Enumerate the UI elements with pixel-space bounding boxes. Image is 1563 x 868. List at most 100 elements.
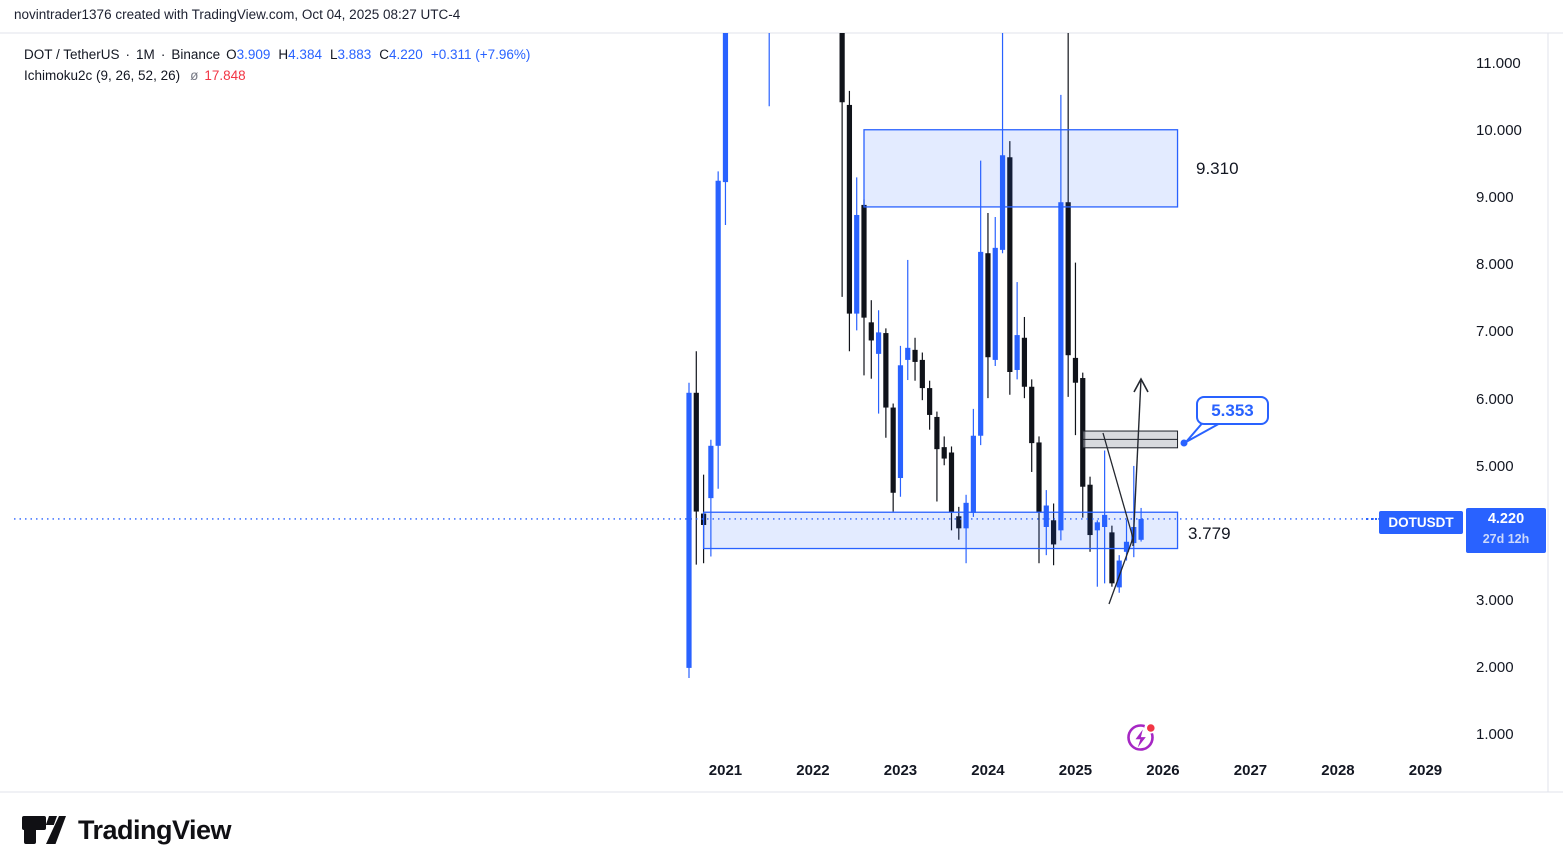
candle-body <box>1116 560 1122 588</box>
candle-body <box>985 253 991 358</box>
candle-body <box>686 392 692 668</box>
candle-body <box>1021 337 1028 387</box>
year-axis-label: 2023 <box>883 762 918 779</box>
candle-body <box>1138 518 1144 540</box>
price-axis-label: 5.000 <box>1476 457 1514 475</box>
candle-body <box>868 322 874 341</box>
candlestick-series[interactable] <box>686 0 1144 678</box>
bar-countdown: 27d 12h <box>1482 532 1530 546</box>
icon-red-dot <box>1147 724 1155 732</box>
exchange-label: Binance <box>171 47 221 62</box>
price-line-dots <box>1366 518 1377 520</box>
price-axis-label: 1.000 <box>1476 726 1514 743</box>
candle-body <box>1043 505 1049 527</box>
year-axis-label: 2029 <box>1408 762 1443 779</box>
price-axis-label: 11.000 <box>1476 55 1521 72</box>
symbol-axis-tag[interactable]: DOTUSDT <box>1379 511 1463 534</box>
arrow-head-icon <box>1133 377 1149 393</box>
candle-body <box>941 447 947 459</box>
tradingview-logo-mark <box>20 816 66 844</box>
candle-body <box>1087 484 1093 536</box>
price-axis-label: 8.000 <box>1476 256 1514 274</box>
icon-circle <box>1127 724 1154 751</box>
separator-dot: · <box>125 47 131 62</box>
candle-body <box>1007 157 1013 372</box>
indicator-name: Ichimoku2c (9, 26, 52, 26) <box>24 68 181 83</box>
candle-body <box>1123 541 1130 552</box>
symbol-legend-row[interactable]: DOT / TetherUS · 1M · Binance O3.909 H4.… <box>24 44 536 65</box>
candle-body <box>963 502 969 529</box>
logo-glyph-seven <box>46 816 66 844</box>
price-axis-label: 6.000 <box>1476 390 1514 408</box>
candle-body <box>1065 202 1071 356</box>
year-axis-label: 2028 <box>1321 762 1355 779</box>
arrow-shaft[interactable] <box>1132 378 1142 547</box>
change-value: +0.311 (+7.96%) <box>430 47 531 62</box>
brand-name: TradingView <box>78 814 232 845</box>
candle-body <box>905 347 911 360</box>
indicator-empty-icon: ø <box>190 68 199 83</box>
candle-body <box>708 445 714 499</box>
indicator-legend-row[interactable]: Ichimoku2c (9, 26, 52, 26) ø 17.848 <box>24 65 536 86</box>
candle-body <box>1036 442 1042 513</box>
price-axis-label: 9.000 <box>1476 189 1514 207</box>
supply-zone-price-label[interactable]: 9.310 <box>1196 159 1239 178</box>
candle-body <box>890 407 896 493</box>
candle-body <box>1058 202 1064 531</box>
year-axis-label: 2022 <box>796 762 830 779</box>
tradingview-logo[interactable]: TradingView <box>18 810 232 850</box>
high-value: H4.384 <box>278 47 322 62</box>
last-price-value: 4.220 <box>1487 511 1525 527</box>
candle-body <box>970 435 976 513</box>
candle-body <box>1094 522 1100 531</box>
interval-label: 1M <box>136 47 155 62</box>
candle-body <box>693 392 699 512</box>
candle-body <box>1102 514 1108 527</box>
candle-body <box>854 214 860 314</box>
candle-body <box>948 452 955 513</box>
candle-body <box>992 247 998 360</box>
trend-line[interactable] <box>1102 432 1134 539</box>
year-axis-label: 2027 <box>1233 762 1268 779</box>
open-value: O3.909 <box>226 47 271 62</box>
year-axis-label: 2021 <box>708 762 743 779</box>
candle-body <box>1072 357 1079 383</box>
candle-body <box>1050 520 1057 545</box>
candle-body <box>715 180 721 446</box>
callout-anchor-dot <box>1180 439 1188 447</box>
candle-body <box>1109 532 1115 584</box>
symbol-name: DOT / TetherUS <box>24 47 120 62</box>
demand-zone[interactable] <box>702 511 1179 550</box>
lightning-bolt-icon <box>1135 729 1146 748</box>
candle-body <box>846 104 853 314</box>
candle-body <box>722 33 729 183</box>
logo-glyph-one <box>20 816 46 844</box>
candle-body <box>927 388 933 415</box>
low-value: L3.883 <box>329 47 372 62</box>
indicator-value: 17.848 <box>204 68 246 83</box>
candle-body <box>999 155 1006 250</box>
candle-body <box>875 332 882 354</box>
supply-zone[interactable] <box>863 129 1179 208</box>
demand-zone-price-label[interactable]: 3.779 <box>1188 524 1231 543</box>
candle-body <box>1014 335 1020 370</box>
candle-body <box>919 359 925 389</box>
lightning-emoji-icon[interactable] <box>1124 720 1158 754</box>
price-axis-label: 2.000 <box>1476 658 1514 676</box>
candle-body <box>934 416 940 450</box>
chart-plot-area[interactable] <box>0 0 1563 800</box>
price-axis-label: 7.000 <box>1476 323 1514 341</box>
logo-glyph-apostrophe <box>45 816 57 825</box>
candle-body <box>839 33 845 103</box>
attribution-text: novintrader1376 created with TradingView… <box>14 7 461 22</box>
last-price-axis-tag[interactable]: 4.220 27d 12h <box>1466 508 1546 553</box>
separator-dot: · <box>160 47 166 62</box>
price-axis-label: 10.000 <box>1476 122 1522 140</box>
year-axis-label: 2025 <box>1058 762 1093 779</box>
trend-line[interactable] <box>1108 537 1134 605</box>
chart-legend: DOT / TetherUS · 1M · Binance O3.909 H4.… <box>24 44 536 86</box>
candle-body <box>883 333 889 408</box>
candle-body <box>956 516 962 529</box>
price-callout[interactable]: 5.353 <box>1196 396 1269 425</box>
